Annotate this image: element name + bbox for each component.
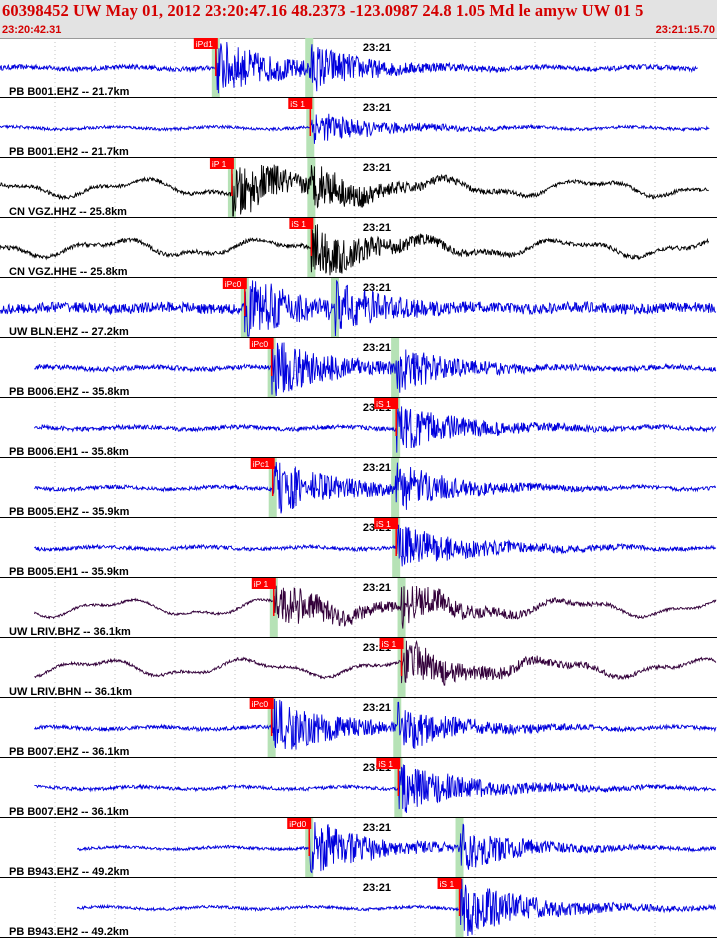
pick-label: iS 1	[440, 879, 455, 889]
pick-flag	[287, 818, 312, 829]
waveform-line	[34, 461, 716, 514]
pick-band	[330, 278, 339, 337]
waveform-line	[76, 878, 717, 937]
trace-panel: 23:21 iPc0 PB B006.EHZ -- 35.8km	[0, 338, 717, 398]
pick-label: iS 1	[382, 639, 397, 649]
pick-flag	[251, 578, 276, 589]
window-end-time: 23:21:15.70	[655, 24, 715, 36]
minute-tick-label: 23:21	[363, 162, 391, 174]
pick-flag	[376, 758, 401, 769]
trace-panel: 23:21 iS 1 PB B943.EH2 -- 49.2km	[0, 878, 717, 938]
pick-flag	[288, 98, 313, 109]
minute-tick-label: 23:21	[363, 102, 391, 114]
station-label: PB B005.EH1 -- 35.9km	[9, 566, 129, 578]
trace-panel: 23:21 iPc0 PB B007.EHZ -- 36.1km	[0, 698, 717, 758]
station-label: PB B001.EH2 -- 21.7km	[9, 146, 129, 158]
station-label: PB B007.EH2 -- 36.1km	[9, 806, 129, 818]
minute-tick-label: 23:21	[363, 582, 391, 594]
trace-panel: 23:21 iPc1 PB B005.EHZ -- 35.9km	[0, 458, 717, 518]
pick-flag	[249, 698, 274, 709]
pick-band	[393, 698, 402, 757]
pick-label: iPc1	[253, 459, 270, 469]
trace-panel: 23:21 iPd1 PB B001.EHZ -- 21.7km	[0, 38, 717, 98]
minute-tick-label: 23:21	[363, 462, 391, 474]
trace-panel: 23:21 iS 1 CN VGZ.HHE -- 25.8km	[0, 218, 717, 278]
station-label: UW LRIV.BHN -- 36.1km	[9, 686, 132, 698]
pick-flag	[222, 278, 247, 289]
station-label: PB B006.EHZ -- 35.8km	[9, 386, 130, 398]
pick-label: iS 1	[291, 219, 306, 229]
pick-flag	[250, 458, 275, 469]
waveform-line	[0, 39, 698, 94]
minute-tick-label: 23:21	[363, 42, 391, 54]
pick-flag	[289, 218, 314, 229]
minute-tick-label: 23:21	[363, 282, 391, 294]
minute-tick-label: 23:21	[363, 342, 391, 354]
window-start-time: 23:20:42.31	[2, 24, 62, 36]
station-label: PB B943.EH2 -- 49.2km	[9, 926, 129, 938]
pick-label: iS 1	[378, 759, 393, 769]
trace-panel: 23:21 iS 1 PB B001.EH2 -- 21.7km	[0, 98, 717, 158]
waveform-line	[34, 764, 717, 813]
minute-tick-label: 23:21	[363, 822, 391, 834]
pick-flag	[374, 398, 399, 409]
pick-flag	[249, 338, 274, 349]
pick-band	[307, 158, 316, 217]
pick-label: iS 1	[290, 99, 305, 109]
waveform-line	[34, 406, 717, 453]
event-title: 60398452 UW May 01, 2012 23:20:47.16 48.…	[2, 1, 644, 20]
event-header: 60398452 UW May 01, 2012 23:20:47.16 48.…	[0, 0, 717, 39]
waveform-line	[76, 822, 717, 874]
pick-label: iP 1	[254, 579, 269, 589]
pick-label: iPd1	[196, 39, 213, 49]
trace-panel: 23:21 iP 1 CN VGZ.HHZ -- 25.8km	[0, 158, 717, 218]
station-label: CN VGZ.HHE -- 25.8km	[9, 266, 128, 278]
pick-label: iPc0	[252, 339, 269, 349]
pick-flag	[437, 878, 462, 889]
minute-tick-label: 23:21	[363, 222, 391, 234]
waveform-line	[34, 524, 717, 567]
station-label: PB B001.EHZ -- 21.7km	[9, 86, 130, 98]
pick-flag	[374, 518, 399, 529]
seismogram-traces: 23:21 iPd1 PB B001.EHZ -- 21.7km 23:21 iS 1 P…	[0, 38, 717, 938]
pick-band	[391, 338, 400, 397]
station-label: PB B007.EHZ -- 36.1km	[9, 746, 130, 758]
pick-label: iPd0	[289, 819, 306, 829]
waveform-line	[33, 585, 717, 629]
waveform-line	[0, 164, 709, 217]
trace-panel: 23:21 iPc0 UW BLN.EHZ -- 27.2km	[0, 278, 717, 338]
waveform-line	[0, 113, 710, 144]
station-label: CN VGZ.HHZ -- 25.8km	[9, 206, 127, 218]
pick-label: iS 1	[376, 399, 391, 409]
waveform-line	[34, 639, 717, 686]
waveform-line	[0, 279, 717, 337]
station-label: UW LRIV.BHZ -- 36.1km	[9, 626, 131, 638]
trace-panel: 23:21 iP 1 UW LRIV.BHZ -- 36.1km	[0, 578, 717, 638]
minute-tick-label: 23:21	[363, 702, 391, 714]
station-label: PB B005.EHZ -- 35.9km	[9, 506, 130, 518]
pick-flag	[379, 638, 404, 649]
waveform-line	[34, 698, 717, 750]
pick-label: iP 1	[212, 159, 227, 169]
pick-label: iS 1	[376, 519, 391, 529]
pick-flag	[209, 158, 234, 169]
pick-label: iPc0	[225, 279, 242, 289]
trace-panel: 23:21 iPd0 PB B943.EHZ -- 49.2km	[0, 818, 717, 878]
station-label: PB B006.EH1 -- 35.8km	[9, 446, 129, 458]
minute-tick-label: 23:21	[363, 882, 391, 894]
waveform-line	[0, 224, 710, 276]
station-label: UW BLN.EHZ -- 27.2km	[9, 326, 129, 338]
pick-flag	[193, 38, 218, 49]
station-label: PB B943.EHZ -- 49.2km	[9, 866, 130, 878]
waveform-line	[34, 342, 717, 397]
pick-label: iPc0	[252, 699, 269, 709]
